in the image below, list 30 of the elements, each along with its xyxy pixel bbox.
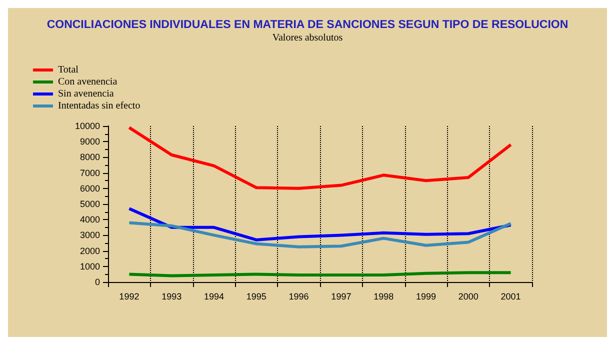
x-tick-label: 2001 — [500, 292, 521, 302]
y-tick-label: 0 — [94, 277, 100, 287]
line-series — [128, 221, 512, 248]
y-tick-label: 1000 — [80, 261, 100, 272]
legend-label: Con avenencia — [58, 76, 118, 88]
y-tick-label: 10000 — [74, 121, 100, 131]
x-tick-label: 2000 — [458, 292, 478, 302]
x-tick-label: 1999 — [416, 292, 436, 302]
y-tick-label: 4000 — [80, 214, 100, 225]
legend-label: Sin avenencia — [58, 88, 114, 100]
chart-title: CONCILIACIONES INDIVIDUALES EN MATERIA DE SANCIONES SEGUN TIPO DE RESOLUCION — [46, 19, 568, 31]
line-series — [128, 126, 512, 190]
y-tick-label: 3000 — [80, 230, 100, 240]
x-tick-label: 1997 — [331, 292, 352, 302]
x-tick-label: 1994 — [204, 292, 224, 302]
x-tick-label: 1995 — [246, 292, 266, 302]
x-tick-label: 1992 — [119, 292, 140, 302]
legend-label: Intentadas sin efecto — [58, 100, 140, 112]
line-series — [128, 207, 512, 242]
y-tick-label: 5000 — [80, 199, 100, 209]
y-tick-label: 8000 — [80, 152, 100, 162]
y-tick-label: 6000 — [80, 183, 100, 194]
y-tick-label: 9000 — [80, 136, 100, 147]
x-tick-label: 1993 — [162, 292, 182, 302]
chart-subtitle: Valores absolutos — [272, 32, 343, 44]
legend-label: Total — [58, 64, 79, 76]
y-tick-label: 2000 — [80, 246, 100, 256]
x-tick-label: 1996 — [288, 292, 309, 302]
x-tick-label: 1998 — [374, 292, 394, 302]
y-tick-label: 7000 — [80, 168, 100, 178]
